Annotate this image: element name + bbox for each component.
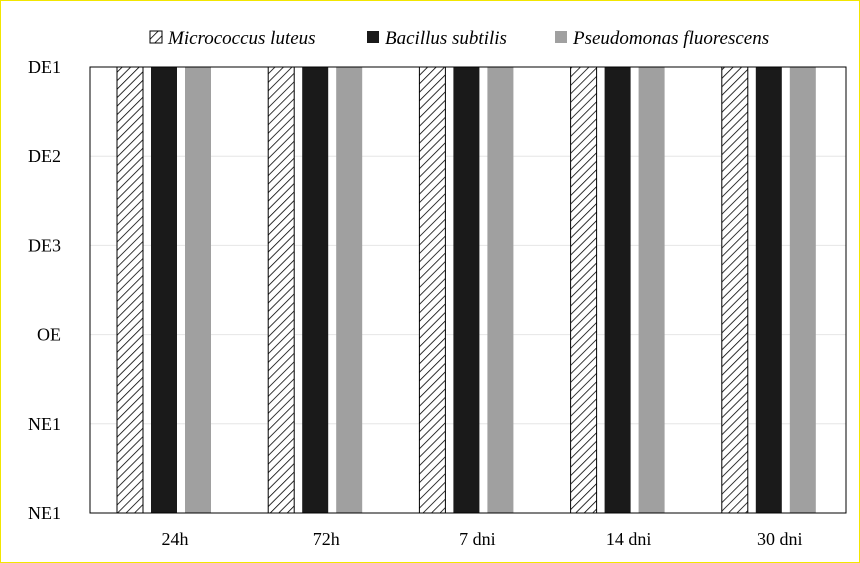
plot-area-border (89, 66, 847, 514)
bar-bacillus-subtilis-24h (151, 67, 177, 513)
x-tick-label: 14 dni (606, 529, 652, 549)
legend-label: Bacillus subtilis (385, 28, 507, 49)
bar-pseudomonas-fluorescens-14-dni (638, 67, 665, 513)
y-tick-labels: NE1 NE1 OE DE3 DE2 DE1 (28, 57, 61, 523)
bar-pseudomonas-fluorescens-30-dni (789, 67, 816, 513)
legend: Micrococcus luteus Bacillus subtilis Pseud… (149, 28, 769, 49)
bar-micrococcus-luteus-30-dni (721, 66, 749, 514)
x-tick-labels: 24h 72h 7 dni 14 dni 30 dni (162, 529, 803, 549)
y-tick-label: OE (37, 325, 61, 345)
x-tick-label: 72h (313, 529, 340, 549)
bar-pseudomonas-fluorescens-7-dni (487, 67, 514, 513)
legend-label: Micrococcus luteus (167, 28, 316, 49)
bar-pseudomonas-fluorescens-72h (336, 67, 363, 513)
legend-swatch (555, 31, 567, 43)
bar-bacillus-subtilis-72h (302, 67, 329, 513)
y-tick-label: DE2 (28, 146, 61, 166)
bar-bacillus-subtilis-14-dni (604, 67, 631, 513)
bar-bacillus-subtilis-30-dni (755, 67, 782, 513)
legend-swatch (149, 30, 163, 44)
y-tick-label: DE1 (28, 57, 61, 77)
y-tick-label: NE1 (28, 414, 61, 434)
bar-micrococcus-luteus-72h (267, 66, 295, 514)
bars (116, 66, 816, 514)
bar-pseudomonas-fluorescens-24h (185, 67, 211, 513)
y-tick-label: DE3 (28, 235, 61, 255)
bar-micrococcus-luteus-14-dni (570, 66, 598, 514)
y-tick-label: NE1 (28, 503, 61, 523)
x-tick-label: 24h (162, 529, 189, 549)
legend-label: Pseudomonas fluorescens (572, 28, 769, 49)
bar-micrococcus-luteus-7-dni (418, 66, 446, 514)
bar-micrococcus-luteus-24h (116, 66, 144, 514)
x-tick-label: 30 dni (757, 529, 803, 549)
bar-bacillus-subtilis-7-dni (453, 67, 480, 513)
x-tick-label: 7 dni (459, 529, 496, 549)
legend-swatch (367, 31, 379, 43)
